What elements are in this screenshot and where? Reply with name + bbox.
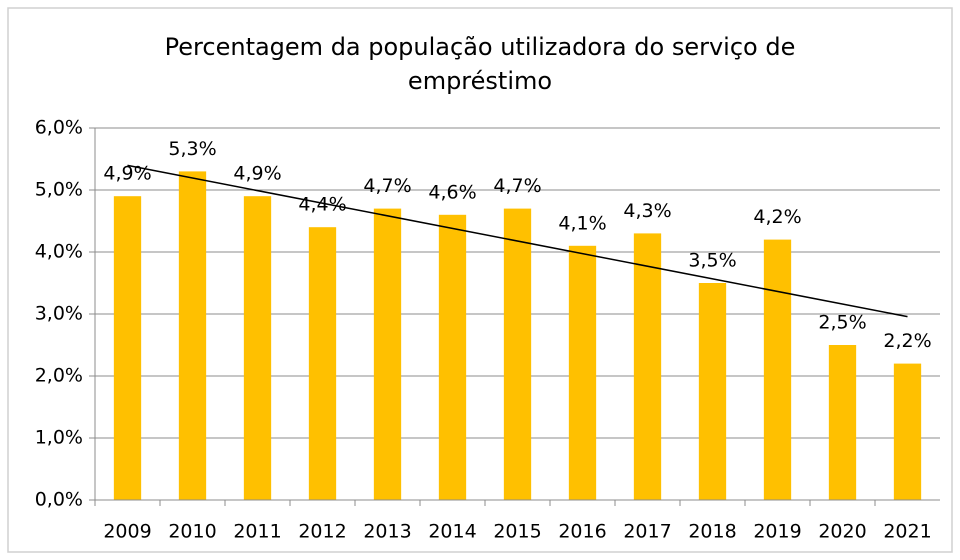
data-label: 3,5% [688,250,736,272]
x-tick-label: 2016 [558,521,606,543]
data-label: 4,7% [363,175,411,197]
x-tick-label: 2018 [688,521,736,543]
x-tick-label: 2017 [623,521,671,543]
y-tick-label: 4,0% [35,241,83,263]
data-label: 4,3% [623,200,671,222]
x-tick-label: 2015 [493,521,541,543]
bar [113,196,142,500]
data-label: 2,2% [883,330,931,352]
bar [308,227,337,500]
y-tick-label: 3,0% [35,303,83,325]
y-tick-label: 0,0% [35,489,83,511]
data-label: 4,2% [753,206,801,228]
data-label: 4,7% [493,175,541,197]
y-tick-label: 6,0% [35,117,83,139]
bar [178,171,207,500]
bar [633,233,662,500]
chart-title: Percentagem da população utilizadora do … [164,33,796,95]
y-tick-label: 5,0% [35,179,83,201]
trendline [127,164,908,318]
bar [763,239,792,500]
y-tick-label: 2,0% [35,365,83,387]
data-label: 2,5% [818,312,866,334]
data-label: 4,9% [233,163,281,185]
bar [893,363,922,500]
bar [568,245,597,500]
x-tick-label: 2021 [883,521,931,543]
bar [828,345,857,500]
data-label: 4,6% [428,181,476,203]
data-label: 4,4% [298,194,346,216]
x-tick-label: 2010 [168,521,216,543]
bar [698,283,727,500]
x-tick-label: 2020 [818,521,866,543]
x-tick-label: 2013 [363,521,411,543]
x-tick-label: 2011 [233,521,281,543]
x-tick-label: 2009 [103,521,151,543]
x-tick-label: 2012 [298,521,346,543]
data-label: 5,3% [168,138,216,160]
x-tick-label: 2014 [428,521,476,543]
data-label: 4,1% [558,212,606,234]
x-tick-label: 2019 [753,521,801,543]
bar [438,214,467,501]
bar [243,196,272,500]
y-tick-label: 1,0% [35,427,83,449]
bar [373,208,402,500]
bar [503,208,532,500]
chart-border [7,7,953,553]
